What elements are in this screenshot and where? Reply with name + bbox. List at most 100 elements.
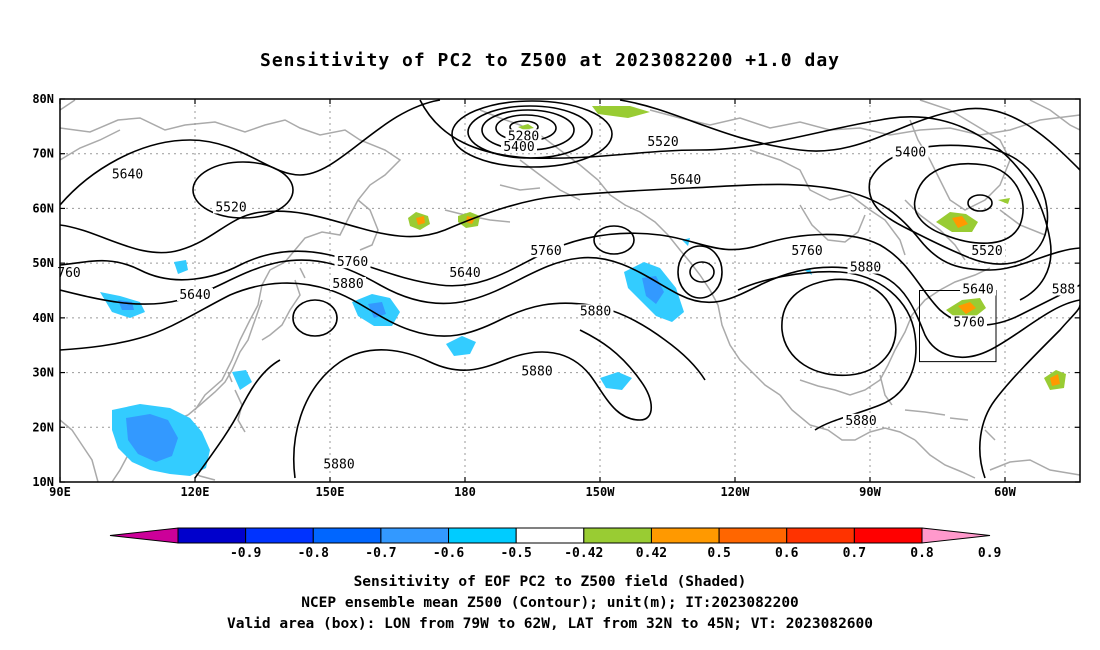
positive-core xyxy=(958,302,976,314)
colorbar-segment xyxy=(583,527,652,544)
negative-region xyxy=(600,372,632,390)
positive-region xyxy=(518,124,534,130)
contour-label: 5760 xyxy=(530,244,561,259)
valid-area-box xyxy=(919,290,997,363)
caption-line-1: Sensitivity of EOF PC2 to Z500 field (Sh… xyxy=(353,574,747,590)
contour-label: 5520 xyxy=(215,200,246,215)
y-tick-label: 30N xyxy=(32,366,54,380)
x-axis: 90E 120E 150E 180 150W 120W 90W 60W xyxy=(49,99,1017,499)
contour-label: 5520 xyxy=(647,135,678,150)
x-tick-label: 90W xyxy=(859,485,881,499)
colorbar-label: -0.5 xyxy=(501,546,532,561)
y-tick-label: 60N xyxy=(32,201,54,215)
contour-label-bg xyxy=(577,304,614,318)
contour-label: 760 xyxy=(57,266,80,281)
colorbar-segment xyxy=(515,527,585,544)
y-tick-label: 50N xyxy=(32,256,54,270)
contour-label-bg xyxy=(667,173,704,187)
positive-region xyxy=(592,106,650,118)
negative-region xyxy=(126,414,178,462)
colorbar-segment xyxy=(312,527,382,544)
contour-label-bg xyxy=(789,244,825,258)
x-tick-label: 120E xyxy=(181,485,210,499)
contour-label: 5640 xyxy=(962,283,993,298)
shaded-sensitivity xyxy=(100,106,1066,476)
contour-label: 5760 xyxy=(337,255,368,270)
contour-label-bg xyxy=(501,140,537,154)
caption-line-3: Valid area (box): LON from 79W to 62W, L… xyxy=(226,616,873,632)
contour-label-bg xyxy=(321,457,357,471)
contour-label-bg xyxy=(951,315,987,329)
contour-label-bg xyxy=(447,266,483,280)
x-tick-label: 180 xyxy=(454,485,476,499)
positive-core xyxy=(1050,374,1060,386)
contour-label: 5520 xyxy=(971,244,1002,259)
contour-label-bg xyxy=(960,282,996,296)
captions: Sensitivity of EOF PC2 to Z500 field (Sh… xyxy=(0,572,1100,635)
colorbar-label: 0.9 xyxy=(978,546,1001,561)
colorbar-label: -0.7 xyxy=(365,546,396,561)
contour-label-bg xyxy=(847,260,884,274)
contour-label: 5880 xyxy=(521,365,552,380)
colorbar: -0.9 -0.8 -0.7 -0.6 -0.5 -0.42 0.42 0.5 0.6 0.7 0.… xyxy=(109,527,1001,561)
colorbar-segment xyxy=(853,527,923,544)
colorbar-segment xyxy=(786,527,855,544)
contour-label-bg xyxy=(330,277,366,291)
colorbar-label: -0.9 xyxy=(230,546,261,561)
contour-label-bg xyxy=(645,134,681,148)
negative-region xyxy=(446,336,476,356)
colorbar-segment xyxy=(718,527,788,544)
contour-label: 5640 xyxy=(179,288,210,303)
contour-label-bg xyxy=(892,145,929,159)
positive-region xyxy=(998,198,1010,204)
colorbar-label: 0.8 xyxy=(910,546,934,561)
colorbar-low-end xyxy=(109,527,179,544)
colorbar-label: -0.8 xyxy=(298,546,329,561)
x-tick-label: 150E xyxy=(316,485,345,499)
x-tick-label: 90E xyxy=(49,485,71,499)
contour-label: 5640 xyxy=(670,173,701,188)
contour-label-bg xyxy=(969,244,1005,258)
negative-region xyxy=(368,302,386,318)
contour-label-bg xyxy=(528,244,564,258)
y-tick-label: 40N xyxy=(32,311,54,325)
plot-title: Sensitivity of PC2 to Z500 at 2023082200… xyxy=(259,50,840,71)
y-tick-label: 20N xyxy=(32,420,54,434)
positive-core xyxy=(952,216,968,228)
x-tick-label: 150W xyxy=(586,485,616,499)
contour-label-bg xyxy=(334,255,371,269)
caption-line-2: NCEP ensemble mean Z500 (Contour); unit(… xyxy=(301,595,799,611)
contour-label: 5880 xyxy=(850,261,881,276)
contour-label-bg xyxy=(505,129,542,143)
colorbar-segment xyxy=(177,527,247,544)
colorbar-label: 0.42 xyxy=(636,546,667,561)
contour-label-bg xyxy=(213,200,249,214)
colorbar-segment xyxy=(650,527,720,544)
contour-label: 5760 xyxy=(791,244,822,259)
colorbar-label: -0.42 xyxy=(564,546,603,561)
contour-label: 5880 xyxy=(323,458,354,473)
contour-label: 5880 xyxy=(580,304,611,319)
contour-label: 5760 xyxy=(953,315,984,330)
contour-label-bg xyxy=(109,167,146,181)
contour-label: 5640 xyxy=(112,168,143,183)
contour-label: 5400 xyxy=(895,146,926,161)
colorbar-segment xyxy=(380,527,450,544)
colorbar-label: 0.5 xyxy=(707,546,730,561)
contour-label-bg xyxy=(177,287,213,301)
negative-region xyxy=(232,370,252,390)
contour-label-bg xyxy=(1049,282,1078,296)
y-tick-label: 70N xyxy=(32,147,54,161)
contour-label: 5880 xyxy=(332,277,363,292)
z500-contours xyxy=(60,99,1080,479)
positive-core xyxy=(416,216,425,225)
contour-label-bg xyxy=(519,364,555,378)
colorbar-segment xyxy=(448,527,517,544)
contour-label: 5400 xyxy=(503,140,534,155)
negative-region xyxy=(174,260,188,274)
contour-label: 5640 xyxy=(449,266,480,281)
colorbar-label: 0.6 xyxy=(775,546,799,561)
colorbar-label: 0.7 xyxy=(843,546,866,561)
